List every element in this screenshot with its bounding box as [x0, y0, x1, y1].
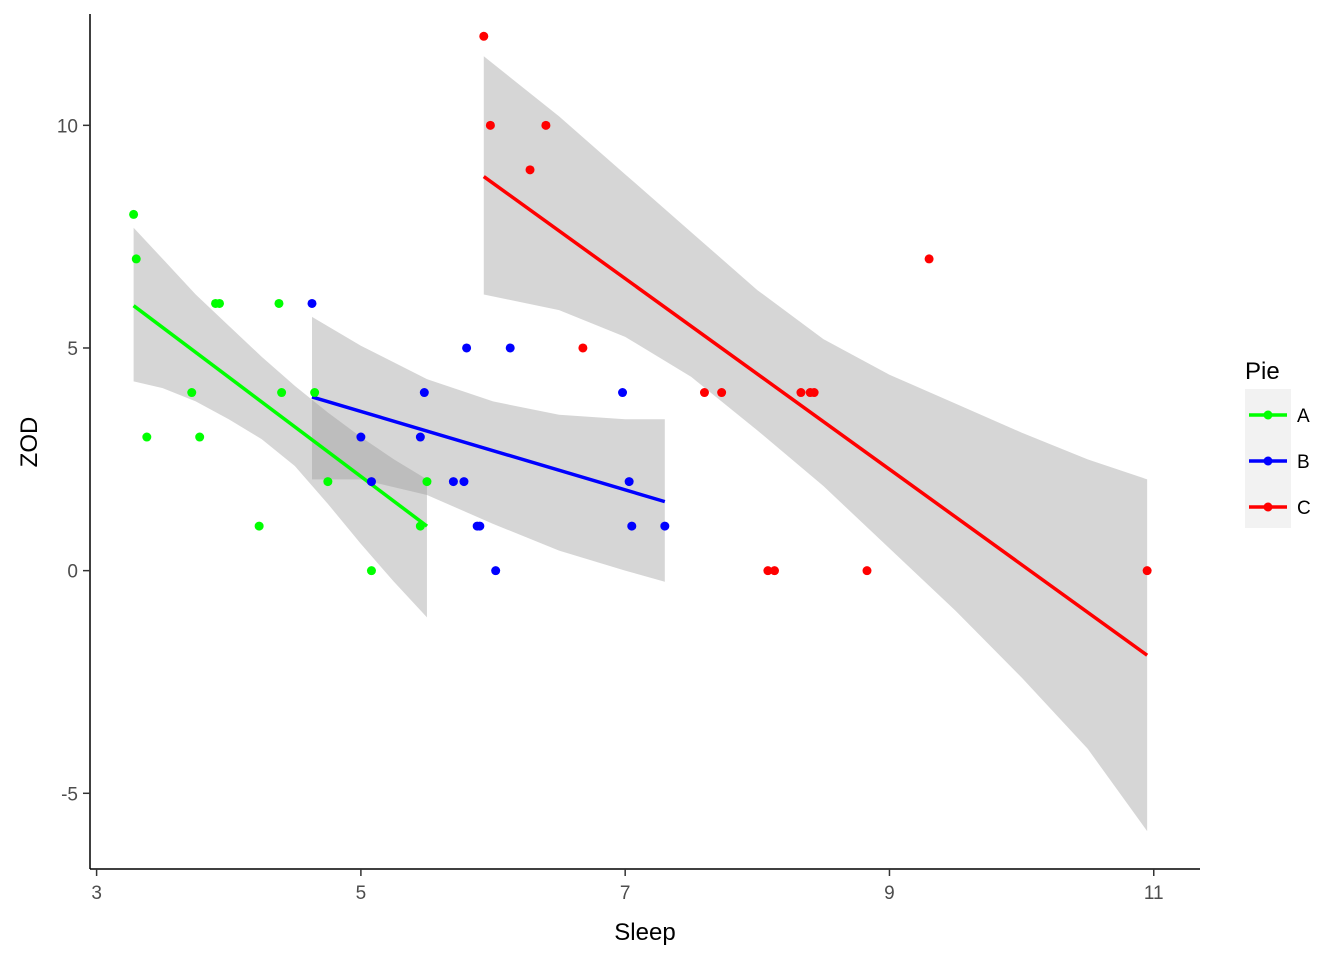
legend-label-C: C [1297, 498, 1311, 519]
data-point-C [763, 566, 773, 576]
confidence-bands [133, 56, 1148, 832]
data-point-B [491, 566, 501, 576]
fit-line-B [311, 395, 666, 504]
data-point-B [475, 521, 485, 531]
data-point-B [462, 343, 472, 353]
data-point-C [485, 120, 495, 130]
data-point-A [366, 566, 376, 576]
data-point-B [307, 298, 317, 308]
legend-key-point-A [1263, 410, 1273, 420]
data-point-B [448, 477, 458, 487]
data-point-B [419, 388, 429, 398]
data-point-A [415, 521, 425, 531]
data-point-A [215, 298, 224, 308]
data-point-A [323, 477, 333, 487]
legend-key-point-B [1263, 456, 1273, 466]
legend: Pie A B C [1245, 358, 1311, 528]
data-point-C [862, 566, 872, 576]
data-point-C [525, 165, 535, 175]
data-point-C [717, 388, 727, 398]
x-tick-label: 3 [91, 883, 102, 904]
data-point-C [479, 31, 489, 41]
data-point-B [660, 521, 670, 531]
data-point-A [187, 388, 197, 398]
data-point-B [618, 388, 628, 398]
y-tick-label: 0 [67, 562, 78, 583]
legend-key-point-C [1263, 502, 1273, 512]
data-point-C [541, 120, 551, 130]
data-point-C [796, 388, 806, 398]
data-point-C [699, 388, 709, 398]
data-point-B [505, 343, 515, 353]
data-point-A [195, 432, 205, 442]
y-tick-label: 10 [57, 116, 78, 137]
axis-ticks: 3 5 7 9 11 -5 0 5 10 [57, 116, 1164, 904]
legend-title: Pie [1245, 358, 1280, 385]
data-point-C [1142, 566, 1152, 576]
fit-line-A [132, 304, 429, 528]
data-point-A [422, 477, 432, 487]
fit-lines [132, 175, 1149, 657]
data-point-B [627, 521, 637, 531]
data-point-B [624, 477, 634, 487]
data-points [129, 31, 1152, 576]
data-point-C [770, 566, 779, 576]
data-point-A [277, 388, 287, 398]
legend-label-B: B [1297, 452, 1310, 473]
data-point-B [459, 477, 469, 487]
data-point-A [310, 388, 320, 398]
confidence-band-C [483, 56, 1148, 832]
data-point-B [356, 432, 366, 442]
legend-items: A B C [1249, 406, 1311, 519]
x-tick-label: 5 [356, 883, 367, 904]
data-point-C [924, 254, 934, 264]
data-point-A [129, 209, 139, 219]
data-point-C [578, 343, 588, 353]
x-tick-label: 7 [620, 883, 631, 904]
data-point-A [274, 298, 284, 308]
data-point-A [131, 254, 141, 264]
legend-label-A: A [1297, 406, 1310, 427]
y-tick-label: 5 [67, 339, 78, 360]
x-tick-label: 11 [1144, 883, 1164, 904]
x-axis-title: Sleep [614, 919, 675, 946]
axes [89, 14, 1200, 870]
data-point-B [415, 432, 425, 442]
data-point-C [809, 388, 819, 398]
x-tick-label: 9 [884, 883, 895, 904]
data-point-A [254, 521, 264, 531]
confidence-band-A [133, 227, 427, 618]
y-axis-title: ZOD [16, 417, 43, 468]
data-point-A [142, 432, 152, 442]
data-point-B [366, 477, 376, 487]
y-tick-label: -5 [61, 784, 78, 805]
fit-line-C [482, 175, 1149, 657]
